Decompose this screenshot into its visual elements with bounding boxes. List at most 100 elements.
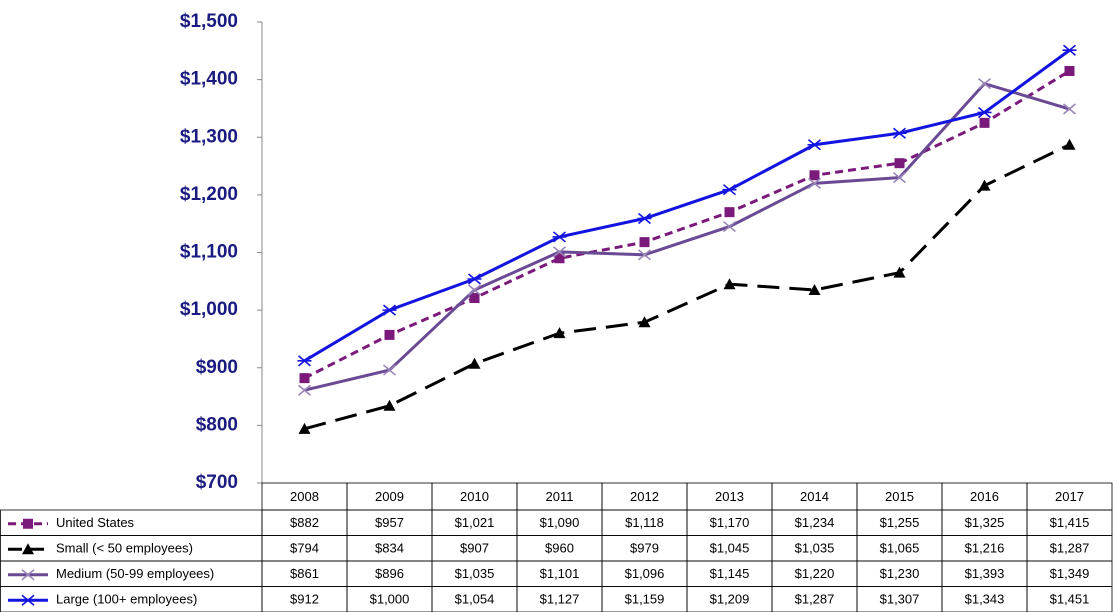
legend-marker <box>21 569 35 581</box>
y-tick-label: $1,300 <box>180 126 238 147</box>
marker <box>384 329 395 340</box>
table-value: $912 <box>290 592 319 607</box>
table-value: $834 <box>375 541 404 556</box>
table-value: $1,255 <box>880 515 920 530</box>
legend-marker <box>22 543 34 555</box>
series <box>297 78 1077 396</box>
table-value: $1,118 <box>625 515 664 530</box>
table-value: $1,054 <box>455 592 495 607</box>
table-value: $1,159 <box>625 592 665 607</box>
table-value: $1,209 <box>710 592 750 607</box>
table-value: $1,287 <box>1050 541 1090 556</box>
marker <box>298 422 311 434</box>
table-value: $1,065 <box>880 541 920 556</box>
table-value: $1,287 <box>795 592 835 607</box>
table-value: $1,415 <box>1050 515 1090 530</box>
series <box>297 44 1077 367</box>
table-value: $1,230 <box>880 566 920 581</box>
table-value: $1,021 <box>455 515 495 530</box>
marker <box>977 78 992 90</box>
y-tick-label: $700 <box>196 472 238 493</box>
marker <box>639 237 650 248</box>
series-line <box>304 81 1070 392</box>
series-line <box>303 49 1071 363</box>
marker <box>892 171 907 184</box>
table-value: $1,349 <box>1050 566 1090 581</box>
table-value: $896 <box>375 566 404 581</box>
marker <box>893 266 906 278</box>
marker <box>979 117 990 128</box>
x-tick-label: 2012 <box>630 489 659 504</box>
table-value: $1,307 <box>880 592 920 607</box>
table-value: $1,035 <box>455 566 495 581</box>
table-value: $794 <box>290 541 319 556</box>
marker <box>1064 65 1075 76</box>
marker <box>722 184 737 196</box>
table-value: $1,451 <box>1050 592 1090 607</box>
marker <box>977 106 992 119</box>
marker <box>467 284 482 296</box>
table-value: $907 <box>460 541 489 556</box>
marker <box>297 384 312 396</box>
marker <box>808 283 821 295</box>
x-tick-label: 2008 <box>290 489 319 504</box>
marker <box>468 357 481 369</box>
x-tick-label: 2009 <box>375 489 404 504</box>
marker <box>978 179 991 191</box>
series <box>298 138 1076 434</box>
x-tick-label: 2015 <box>885 489 914 504</box>
table-value: $1,090 <box>540 515 580 530</box>
marker <box>297 355 312 367</box>
table-value: $1,393 <box>965 566 1005 581</box>
table-value: $1,234 <box>795 515 835 530</box>
legend-label: Large (100+ employees) <box>56 592 197 607</box>
y-tick-label: $1,200 <box>180 184 238 205</box>
y-tick-label: $1,500 <box>180 11 238 32</box>
table-cell <box>1026 586 1113 612</box>
marker <box>637 249 652 261</box>
marker <box>299 373 310 384</box>
marker <box>809 170 820 181</box>
marker <box>1063 138 1076 150</box>
marker <box>552 246 567 258</box>
y-tick-label: $1,400 <box>180 69 238 90</box>
marker <box>894 158 905 169</box>
x-tick-label: 2016 <box>970 489 999 504</box>
marker <box>637 212 652 225</box>
x-tick-label: 2010 <box>460 489 489 504</box>
marker <box>722 220 737 233</box>
marker <box>807 177 822 189</box>
table-value: $1,101 <box>540 566 580 581</box>
marker <box>807 139 822 151</box>
marker <box>554 253 565 264</box>
marker <box>1062 44 1077 56</box>
legend-label: Small (< 50 employees) <box>56 541 193 556</box>
marker <box>382 304 397 316</box>
marker <box>552 231 567 243</box>
table-value: $1,216 <box>965 541 1005 556</box>
marker <box>553 327 566 339</box>
table-value: $1,325 <box>965 515 1005 530</box>
y-tick-label: $1,100 <box>180 242 238 263</box>
marker <box>382 364 397 376</box>
series <box>299 65 1075 384</box>
table-value: $1,127 <box>540 592 580 607</box>
legend-marker <box>23 518 33 529</box>
marker <box>467 273 482 285</box>
marker <box>724 207 735 218</box>
legend-marker <box>21 594 35 606</box>
x-tick-label: 2014 <box>800 489 829 504</box>
table-value: $960 <box>545 541 574 556</box>
x-tick-label: 2013 <box>715 489 744 504</box>
series-line <box>304 143 1071 431</box>
table-value: $861 <box>290 566 319 581</box>
table-value: $882 <box>290 515 319 530</box>
y-tick-label: $800 <box>196 414 238 435</box>
table-value: $979 <box>630 541 659 556</box>
table-value: $1,343 <box>965 592 1005 607</box>
legend-label: United States <box>56 515 135 530</box>
table-value: $1,220 <box>795 566 835 581</box>
x-tick-label: 2011 <box>546 489 574 504</box>
marker <box>1062 103 1077 115</box>
